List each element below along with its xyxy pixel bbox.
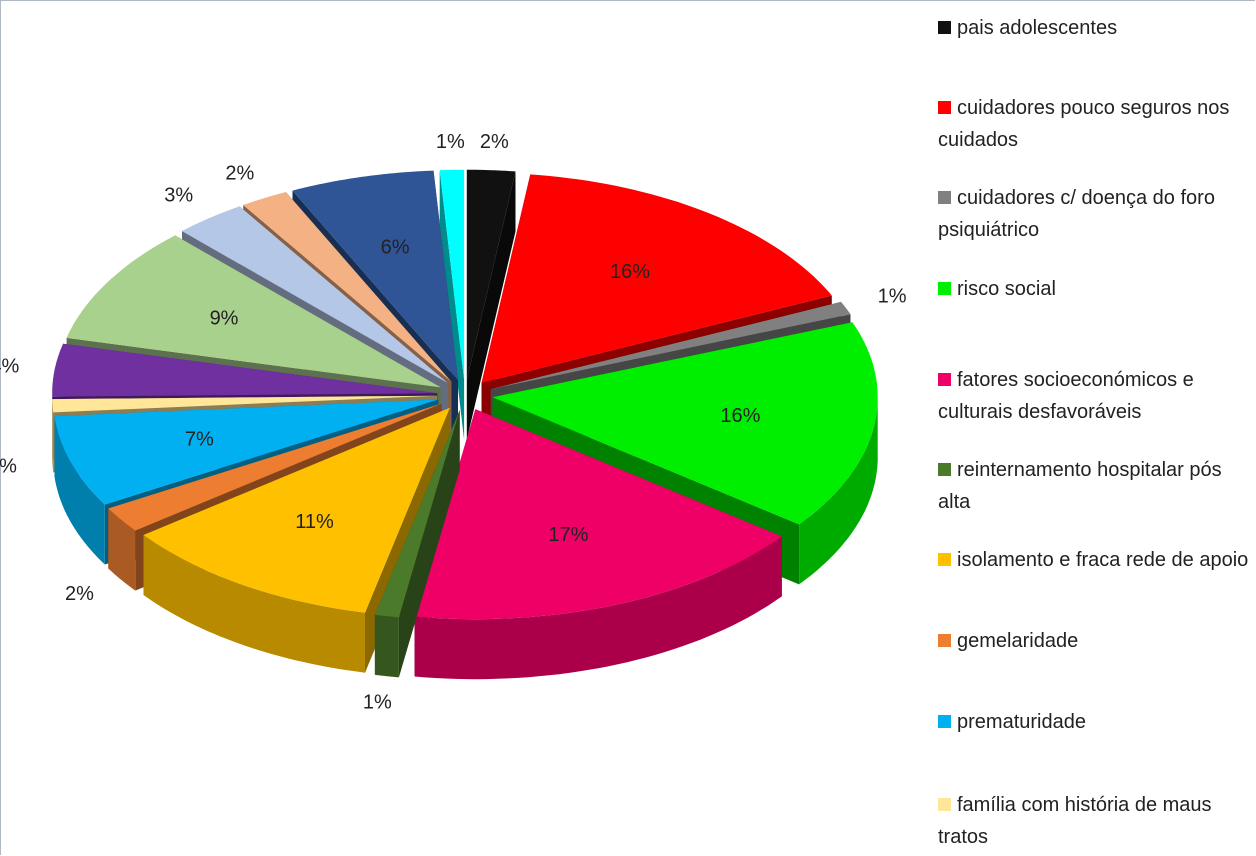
legend-label: família com história de maus tratos [938,794,1212,848]
slice-wall [108,508,136,591]
legend-label: isolamento e fraca rede de apoio [957,549,1249,571]
slice-top [492,322,878,525]
legend-label: fatores socioeconómicos e culturais desf… [938,369,1194,423]
data-label: 9% [210,307,239,329]
legend-swatch [938,21,951,34]
data-label: 1% [363,691,392,713]
chart: 2% 16% 1% 16% 17% 1% 11% 2% 7% 1% 4% 9% 3% 2% 6% 1% [0,131,907,713]
legend-swatch [938,463,951,476]
slice-side [439,170,465,440]
slice-wall [799,397,878,585]
slice [439,169,465,440]
legend-swatch [938,553,951,566]
data-label: 2% [480,131,509,153]
legend-item: família com história de maus tratos [938,789,1250,853]
legend-swatch [938,798,951,811]
slice-top [54,399,439,505]
data-label: 2% [65,583,94,605]
data-label: 7% [185,428,214,450]
slice-top [481,174,832,383]
slice-top [414,409,782,620]
legend-item: pais adolescentes [938,12,1250,44]
data-label: 1% [878,286,907,308]
slice-top [292,170,458,381]
slice-side [466,171,516,440]
data-label: 16% [720,405,760,427]
slice-top [143,407,450,613]
legend-item: risco social [938,273,1250,305]
legend-item: gemelaridade [938,625,1250,657]
legend-item: isolamento e fraca rede de apoio [938,544,1250,576]
slice [414,409,782,680]
slice-wall [52,399,54,473]
legend-swatch [938,634,951,647]
legend-label: cuidadores pouco seguros nos cuidados [938,97,1230,151]
slice [466,169,516,440]
data-label: 1% [436,131,465,153]
legend-item: reinternamento hospitalar pós alta [938,454,1250,518]
legend-item: prematuridade [938,706,1250,738]
legend-label: risco social [957,278,1056,300]
legend-swatch [938,191,951,204]
slice-top [66,235,441,388]
legend-item: cuidadores c/ doença do foro psiquiátric… [938,182,1250,246]
legend-item: fatores socioeconómicos e culturais desf… [938,364,1250,428]
data-label: 2% [225,163,254,185]
data-label: 16% [610,261,650,283]
legend-label: gemelaridade [957,630,1079,652]
slice-top [243,192,452,382]
slice-top [52,343,438,397]
slice [374,410,460,678]
data-label: 11% [295,511,334,533]
data-label: 4% [0,355,19,377]
slice-top [490,301,851,390]
slice-top [374,410,460,618]
legend-label: pais adolescentes [957,17,1118,39]
data-label: 1% [0,455,17,477]
slice-top [182,206,448,383]
data-label: 17% [548,524,588,546]
slice-top [52,395,437,413]
legend-swatch [938,101,951,114]
slice-wall [54,416,105,565]
slice-wall [414,536,782,680]
legend-label: reinternamento hospitalar pós alta [938,459,1222,513]
legend-swatch [938,715,951,728]
legend-swatch [938,282,951,295]
data-label: 3% [164,185,193,207]
slice-top [439,169,465,380]
slice-wall [143,535,365,673]
slice-top [108,403,442,531]
legend-item: cuidadores pouco seguros nos cuidados [938,92,1250,156]
data-label: 6% [381,236,410,258]
legend-swatch [938,373,951,386]
legend-label: prematuridade [957,711,1086,733]
legend-label: cuidadores c/ doença do foro psiquiátric… [938,187,1215,241]
slice-wall [374,614,399,678]
slice-top [466,169,516,380]
